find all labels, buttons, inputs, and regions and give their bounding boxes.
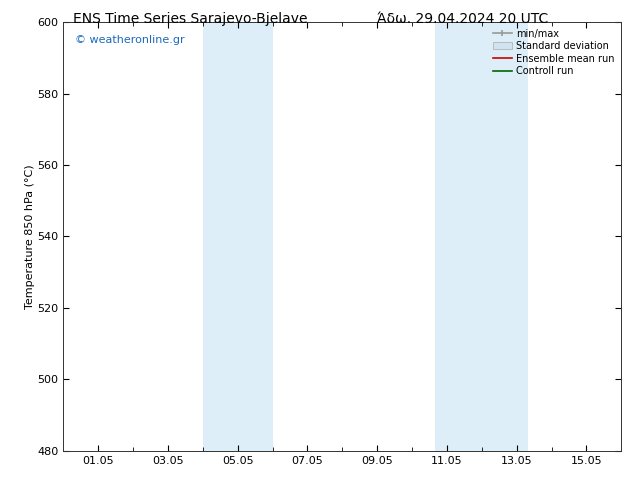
Bar	[436, 22, 528, 451]
Legend: min/max, Standard deviation, Ensemble mean run, Controll run: min/max, Standard deviation, Ensemble me…	[491, 27, 616, 78]
Bar	[203, 22, 273, 451]
Text: Άδω. 29.04.2024 20 UTC: Άδω. 29.04.2024 20 UTC	[377, 12, 548, 26]
Y-axis label: Temperature 850 hPa (°C): Temperature 850 hPa (°C)	[25, 164, 34, 309]
Text: © weatheronline.gr: © weatheronline.gr	[75, 35, 184, 45]
Text: ENS Time Series Sarajevo-Bjelave: ENS Time Series Sarajevo-Bjelave	[73, 12, 307, 26]
